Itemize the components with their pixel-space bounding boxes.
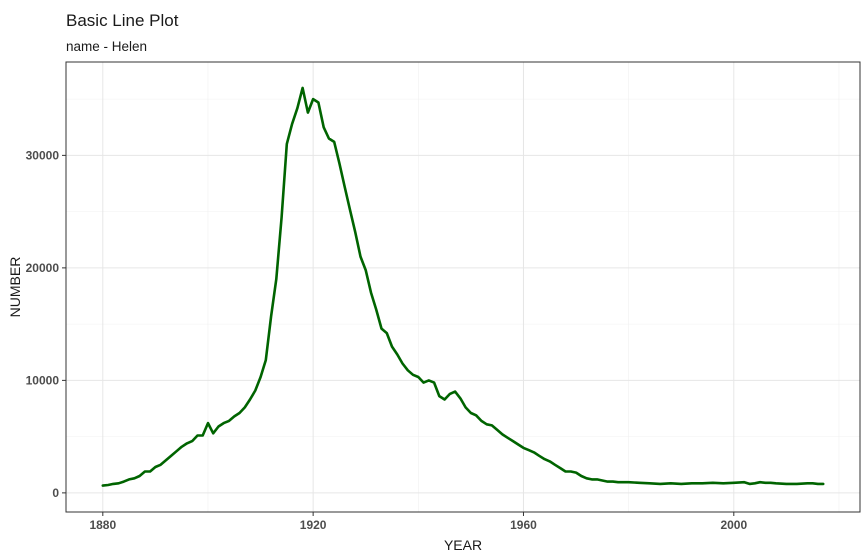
y-axis-title: NUMBER xyxy=(7,257,23,318)
y-axis-ticks: 0 10000 20000 30000 xyxy=(26,148,66,500)
x-axis-title: YEAR xyxy=(444,537,482,553)
x-tick-label: 2000 xyxy=(720,518,747,532)
panel-border xyxy=(65,61,861,513)
y-tick-label: 10000 xyxy=(26,373,60,387)
series-layer xyxy=(101,86,825,487)
y-tick-label: 30000 xyxy=(26,148,60,162)
x-tick-label: 1880 xyxy=(89,518,116,532)
chart-subtitle: name - Helen xyxy=(66,39,148,54)
minor-gridlines xyxy=(66,62,860,512)
y-tick-label: 20000 xyxy=(26,261,60,275)
y-tick-label: 0 xyxy=(52,486,59,500)
series-line xyxy=(101,86,825,487)
x-tick-label: 1920 xyxy=(300,518,327,532)
major-gridlines xyxy=(66,62,860,512)
chart-title: Basic Line Plot xyxy=(66,11,179,30)
x-axis-ticks: 1880 1920 1960 2000 xyxy=(89,512,747,532)
x-tick-label: 1960 xyxy=(510,518,537,532)
